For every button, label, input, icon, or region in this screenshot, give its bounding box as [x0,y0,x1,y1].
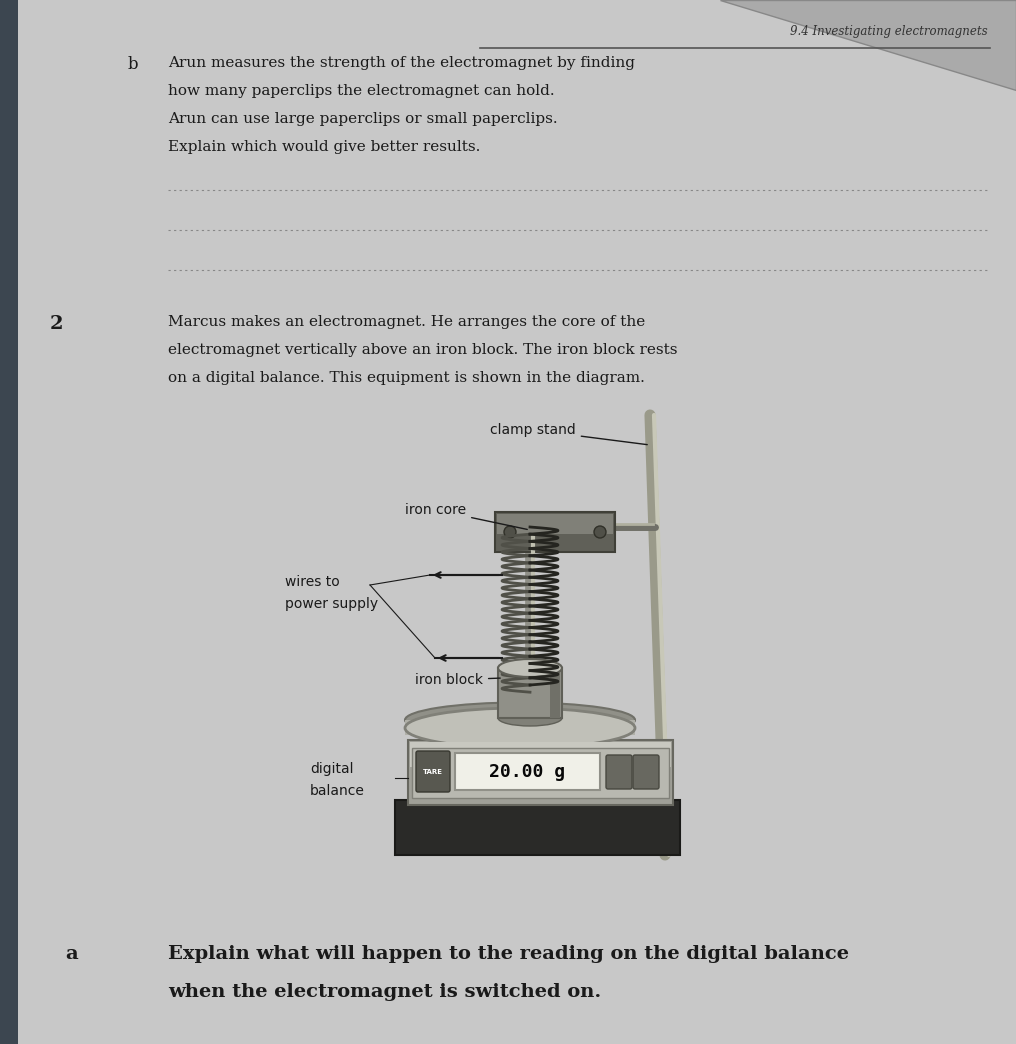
Text: Arun can use large paperclips or small paperclips.: Arun can use large paperclips or small p… [168,112,558,126]
Text: 2: 2 [50,315,63,333]
Text: digital: digital [310,762,354,776]
Ellipse shape [594,526,606,538]
Text: TARE: TARE [423,769,443,775]
FancyBboxPatch shape [408,740,673,805]
Text: 20.00 g: 20.00 g [489,763,565,781]
Text: clamp stand: clamp stand [490,423,647,445]
Text: when the electromagnet is switched on.: when the electromagnet is switched on. [168,983,601,1001]
Ellipse shape [405,708,635,748]
Text: Explain what will happen to the reading on the digital balance: Explain what will happen to the reading … [168,945,849,963]
Text: b: b [128,56,138,73]
Text: iron block: iron block [415,673,500,687]
FancyBboxPatch shape [633,755,659,789]
FancyBboxPatch shape [455,753,600,790]
Text: balance: balance [310,784,365,798]
FancyBboxPatch shape [410,742,671,767]
Text: 9.4 Investigating electromagnets: 9.4 Investigating electromagnets [790,25,988,38]
Bar [498,668,562,718]
Text: Arun measures the strength of the electromagnet by finding: Arun measures the strength of the electr… [168,56,635,70]
Ellipse shape [498,659,562,677]
Ellipse shape [405,703,635,737]
Text: power supply: power supply [285,597,378,611]
Ellipse shape [504,526,516,538]
Bar [550,668,560,718]
FancyBboxPatch shape [497,514,613,533]
FancyBboxPatch shape [606,755,632,789]
Polygon shape [720,0,1016,90]
Text: Explain which would give better results.: Explain which would give better results. [168,140,481,155]
Bar [405,720,635,735]
Text: Marcus makes an electromagnet. He arranges the core of the: Marcus makes an electromagnet. He arrang… [168,315,645,329]
Text: a: a [65,945,78,963]
Bar [0,0,18,1044]
Ellipse shape [498,710,562,726]
FancyBboxPatch shape [412,748,669,798]
Text: electromagnet vertically above an iron block. The iron block rests: electromagnet vertically above an iron b… [168,343,678,357]
Text: wires to: wires to [285,575,339,589]
FancyBboxPatch shape [495,512,615,552]
Text: how many paperclips the electromagnet can hold.: how many paperclips the electromagnet ca… [168,84,555,98]
Text: iron core: iron core [405,503,527,529]
FancyBboxPatch shape [416,751,450,792]
Text: on a digital balance. This equipment is shown in the diagram.: on a digital balance. This equipment is … [168,371,645,385]
FancyBboxPatch shape [395,800,680,855]
